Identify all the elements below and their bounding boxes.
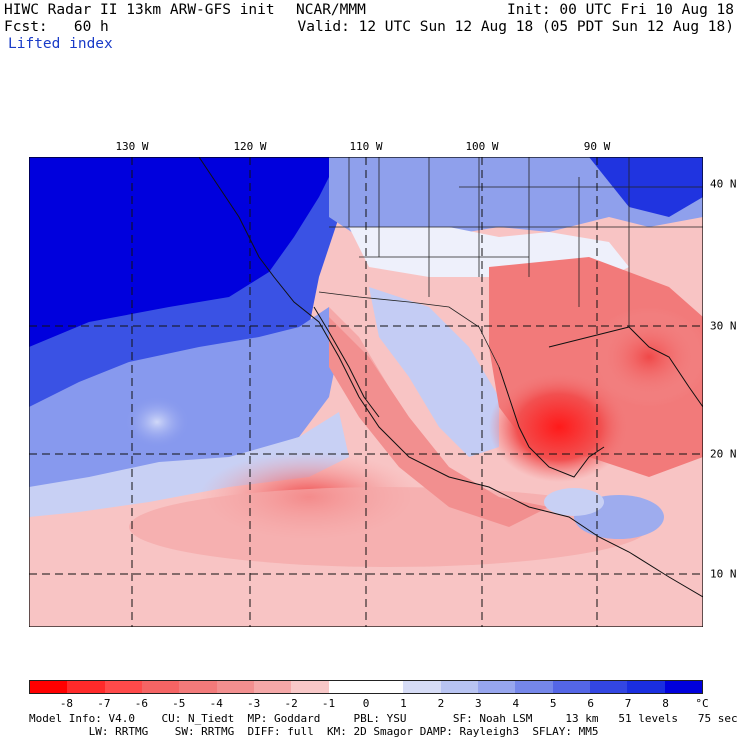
lon-label-130w: 130 W [115,140,149,153]
colorbar [29,680,703,694]
colorbar-swatch [627,681,665,693]
colorbar-swatch [552,681,590,693]
model-title: HIWC Radar II 13km ARW-GFS init [4,2,275,18]
colorbar-swatch [664,681,702,693]
colorbar-tick-label: -2 [284,697,298,710]
colorbar-tick-label: 8 [662,697,669,710]
colorbar-swatch [328,681,366,693]
colorbar-swatch [141,681,180,693]
model-info-line2: LW: RRTMG SW: RRTMG DIFF: full KM: 2D Sm… [29,725,599,738]
lat-label-40n: 40 N [710,177,737,191]
org-label: NCAR/MMM [296,2,366,18]
colorbar-tick-label: 6 [587,697,594,710]
colorbar-unit: °C [695,697,709,710]
colorbar-swatch [403,681,441,693]
lat-label-10n: 10 N [710,567,737,581]
colorbar-swatch [477,681,516,693]
colorbar-tick-label: -3 [247,697,261,710]
lat-lon-grid [29,157,703,627]
colorbar-swatch [440,681,478,693]
lifted-index-map [29,157,703,627]
colorbar-swatch [67,681,105,693]
colorbar-tick-label: 2 [437,697,445,710]
lon-label-100w: 100 W [465,140,499,153]
field-name: Lifted index [8,36,113,52]
colorbar-swatch [515,681,553,693]
coastlines [198,157,703,598]
colorbar-tick-label: -4 [209,697,223,710]
pacific-swirl [122,394,192,450]
se-us-core [589,307,703,407]
pacific-edge [29,412,349,517]
lon-label-110w: 110 W [349,140,383,153]
colorbar-swatch [179,681,217,693]
colorbar-swatch [253,681,292,693]
colorbar-swatch [291,681,329,693]
central-america-pale [544,488,604,516]
lat-label-30n: 30 N [710,319,737,333]
lat-label-20n: 20 N [710,447,737,461]
colorbar-tick-label: 0 [362,697,370,710]
colorbar-swatch [30,681,68,693]
lon-label-90w: 90 W [583,140,611,153]
colorbar-tick-label: 4 [512,697,520,710]
colorbar-tick-label: 1 [400,697,407,710]
colorbar-swatch [104,681,142,693]
colorbar-tick-label: -1 [321,697,336,710]
lon-label-120w: 120 W [233,140,267,153]
colorbar-tick-label: -7 [97,697,111,710]
colorbar-tick-label: 5 [549,697,557,710]
colorbar-swatch [589,681,628,693]
colorbar-tick-label: -8 [59,697,74,710]
model-info-line1: Model Info: V4.0 CU: N_Tiedt MP: Goddard… [29,712,738,725]
colorbar-swatch [365,681,404,693]
colorbar-tick-label: 3 [475,697,482,710]
forecast-hour: Fcst: 60 h [4,19,109,35]
colorbar-tick-label: -5 [172,697,186,710]
mexico-plateau-pale [369,287,499,457]
colorbar-tick-label: -6 [134,697,148,710]
colorbar-tick-label: 7 [624,697,632,710]
init-time: Init: 00 UTC Fri 10 Aug 18 [507,2,734,18]
valid-time: Valid: 12 UTC Sun 12 Aug 18 (05 PDT Sun … [297,19,735,35]
colorbar-swatch [216,681,254,693]
